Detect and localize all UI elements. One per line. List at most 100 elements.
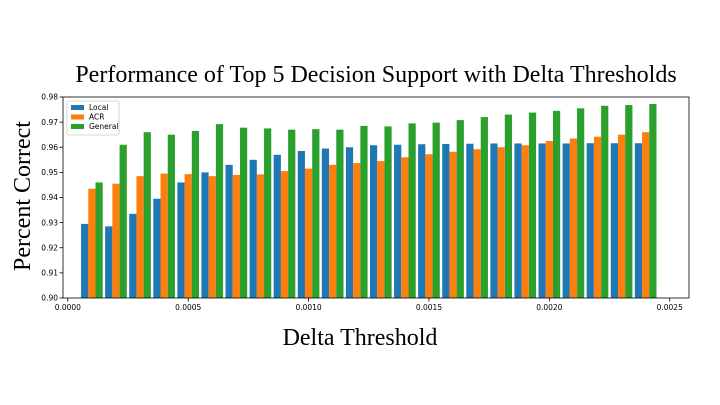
y-tick-label: 0.96 xyxy=(41,143,58,152)
y-tick-label: 0.94 xyxy=(41,193,58,202)
y-tick-label: 0.97 xyxy=(41,118,58,127)
legend-label-local: Local xyxy=(89,103,108,112)
bar-general-20 xyxy=(552,110,561,298)
bar-general-6 xyxy=(215,124,224,298)
bar-acr-24 xyxy=(642,132,650,298)
bar-general-2 xyxy=(119,144,127,298)
bar-general-14 xyxy=(408,123,416,298)
bar-acr-2 xyxy=(112,183,120,298)
chart-title: Performance of Top 5 Decision Support wi… xyxy=(75,62,676,88)
bar-general-11 xyxy=(336,129,344,298)
x-tick-label: 0.0025 xyxy=(657,303,683,312)
bar-acr-12 xyxy=(353,163,361,298)
bar-acr-10 xyxy=(304,168,313,298)
bar-acr-3 xyxy=(136,176,144,298)
bar-general-4 xyxy=(167,134,175,298)
x-tick-label: 0.0000 xyxy=(55,303,81,312)
x-tick-label: 0.0005 xyxy=(175,303,201,312)
legend-swatch-local xyxy=(71,105,84,110)
bar-local-10 xyxy=(297,151,305,298)
bar-acr-9 xyxy=(280,171,289,298)
bar-acr-5 xyxy=(184,174,192,298)
bars-group xyxy=(81,104,657,299)
bar-general-12 xyxy=(360,125,368,298)
bar-local-15 xyxy=(418,144,426,298)
bar-acr-4 xyxy=(160,173,168,298)
y-tick-label: 0.92 xyxy=(41,243,58,252)
bar-local-14 xyxy=(394,144,402,298)
bar-general-8 xyxy=(264,128,272,298)
bar-general-5 xyxy=(191,130,200,298)
bar-local-1 xyxy=(81,223,89,298)
bar-acr-6 xyxy=(208,176,216,298)
bar-general-13 xyxy=(384,126,392,299)
y-tick-label: 0.95 xyxy=(41,168,58,177)
bar-acr-14 xyxy=(401,157,409,298)
bar-general-1 xyxy=(95,182,103,298)
bar-acr-20 xyxy=(545,140,553,298)
bar-general-19 xyxy=(528,112,537,298)
legend-swatch-acr xyxy=(71,114,84,120)
bar-acr-18 xyxy=(497,147,505,298)
bar-acr-16 xyxy=(449,151,457,298)
bar-local-21 xyxy=(562,143,570,298)
bar-local-6 xyxy=(201,172,209,298)
bar-acr-19 xyxy=(521,145,529,298)
bar-local-17 xyxy=(466,143,474,298)
y-tick-label: 0.90 xyxy=(41,294,58,303)
x-axis-label: Delta Threshold xyxy=(283,325,438,351)
bar-general-22 xyxy=(601,105,609,298)
legend-label-general: General xyxy=(89,122,119,131)
bar-local-11 xyxy=(321,148,330,298)
bar-local-9 xyxy=(273,154,281,298)
bar-local-16 xyxy=(442,143,450,298)
bar-local-13 xyxy=(369,145,378,298)
bar-acr-11 xyxy=(329,164,337,298)
bar-local-20 xyxy=(538,143,546,298)
bar-local-5 xyxy=(177,182,185,298)
bar-general-15 xyxy=(432,122,440,298)
bar-general-21 xyxy=(577,108,585,298)
bar-acr-7 xyxy=(232,174,240,298)
bar-general-7 xyxy=(239,127,248,299)
bar-local-19 xyxy=(514,143,522,298)
x-tick-label: 0.0010 xyxy=(295,303,321,312)
bar-local-4 xyxy=(153,198,161,298)
bar-local-3 xyxy=(129,213,137,298)
bar-general-9 xyxy=(288,129,296,298)
bar-general-18 xyxy=(504,114,513,298)
bar-acr-15 xyxy=(425,154,433,298)
bar-acr-8 xyxy=(256,174,265,298)
bar-general-16 xyxy=(456,120,464,298)
bar-acr-17 xyxy=(473,149,481,298)
y-tick-label: 0.91 xyxy=(41,269,58,278)
legend-swatch-general xyxy=(71,124,84,129)
bar-local-2 xyxy=(105,226,113,298)
y-axis: 0.90 0.91 0.92 0.93 0.94 0.95 0.96 0.97 0.98 xyxy=(41,93,63,303)
y-tick-label: 0.93 xyxy=(41,218,58,227)
x-tick-label: 0.0020 xyxy=(536,303,562,312)
bar-general-23 xyxy=(625,105,633,298)
bar-local-18 xyxy=(490,143,498,298)
bar-acr-13 xyxy=(377,161,385,298)
bar-acr-21 xyxy=(569,138,578,298)
bar-acr-23 xyxy=(617,134,626,298)
bar-local-8 xyxy=(249,159,257,298)
x-axis: 0.0000 0.0005 0.0010 0.0015 0.0020 0.0025 xyxy=(55,298,683,312)
y-tick-label: 0.98 xyxy=(41,93,58,102)
bar-local-24 xyxy=(634,143,643,298)
bar-general-3 xyxy=(143,132,151,298)
bar-acr-1 xyxy=(88,188,96,298)
bar-acr-22 xyxy=(593,136,602,298)
x-tick-label: 0.0015 xyxy=(416,303,442,312)
y-axis-label: Percent Correct xyxy=(10,121,36,271)
bar-general-24 xyxy=(649,104,657,298)
bar-general-17 xyxy=(480,117,488,298)
bar-local-22 xyxy=(586,143,594,298)
bar-local-23 xyxy=(610,143,618,298)
legend-label-acr: ACR xyxy=(89,113,104,122)
bar-general-10 xyxy=(312,129,320,298)
bar-local-12 xyxy=(345,147,354,298)
